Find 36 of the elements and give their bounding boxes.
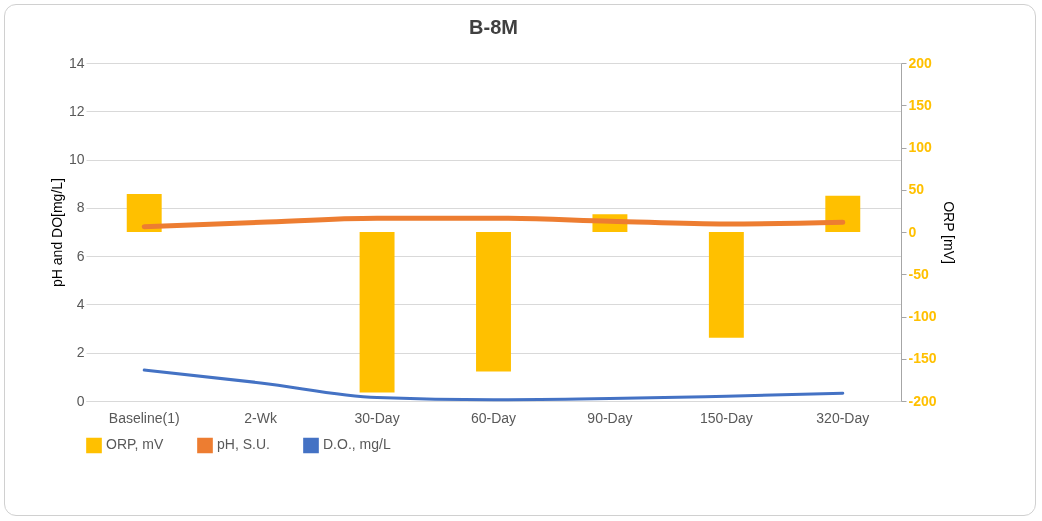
- x-tick-label: 320-Day: [816, 409, 870, 426]
- y-axis-title: pH and DO[mg/L]: [48, 178, 65, 287]
- y-tick-label: 0: [76, 392, 85, 409]
- legend-label: ORP, mV: [106, 436, 164, 453]
- x-tick-label: 90-Day: [587, 409, 633, 426]
- y2-tick-label: 100: [908, 139, 933, 155]
- y2-tick-label: -100: [908, 308, 937, 324]
- x-tick-label: Baseline(1): [108, 409, 180, 426]
- y2-tick-label: -50: [908, 265, 929, 282]
- bar: [476, 232, 511, 372]
- bar: [825, 195, 861, 232]
- x-tick-label: 30-Day: [354, 409, 400, 426]
- y2-tick-label: -150: [908, 350, 937, 367]
- x-tick-label: 2-Wk: [244, 409, 278, 426]
- y2-tick-label: 150: [908, 96, 933, 113]
- y2-tick-label: 0: [908, 223, 917, 240]
- line-series: [142, 368, 845, 402]
- bar: [126, 193, 162, 232]
- chart-title: B-8M: [469, 16, 518, 38]
- y2-tick-label: 50: [908, 181, 925, 198]
- x-tick-label: 60-Day: [470, 409, 517, 426]
- y-tick-label: 14: [68, 54, 85, 71]
- bar: [359, 232, 395, 393]
- y2-axis-title: ORP [mV]: [940, 201, 957, 264]
- y-tick-label: 8: [76, 199, 85, 216]
- y2-tick-label: -200: [908, 392, 937, 409]
- x-tick-label: 150-Day: [699, 409, 753, 426]
- bar: [708, 232, 744, 338]
- y-tick-label: 2: [76, 344, 85, 361]
- y2-tick-label: 200: [908, 54, 933, 71]
- y-tick-label: 6: [76, 247, 85, 264]
- y-tick-label: 12: [68, 102, 85, 119]
- legend-label: D.O., mg/L: [323, 436, 391, 453]
- y-tick-label: 4: [76, 295, 85, 312]
- legend-label: pH, S.U.: [217, 436, 270, 453]
- y-tick-label: 10: [68, 151, 85, 168]
